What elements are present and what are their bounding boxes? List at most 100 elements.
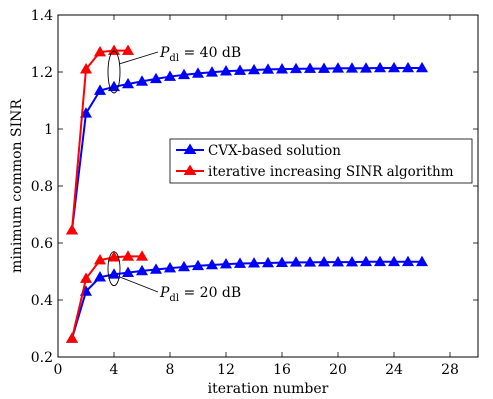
series-point: [345, 62, 359, 73]
x-tick-label: 16: [273, 362, 291, 378]
x-axis-label: iteration number: [208, 381, 329, 397]
series-point: [107, 80, 121, 92]
legend-iter-marker: [183, 164, 197, 175]
series-point: [79, 272, 93, 283]
series-point: [93, 271, 107, 282]
series-point: [331, 255, 345, 267]
series-point: [121, 44, 135, 55]
series-point: [303, 256, 317, 267]
x-tick-label: 24: [385, 362, 403, 378]
x-tick-label: 12: [217, 362, 235, 378]
y-tick-label: 0.2: [31, 350, 53, 366]
series-line: [71, 255, 142, 339]
series-point: [219, 65, 233, 76]
annotation-40db-value: = 40 dB: [179, 45, 241, 61]
series-point: [247, 257, 261, 268]
series-point: [149, 263, 163, 274]
x-tick-label: 8: [166, 362, 175, 378]
series-point: [93, 254, 107, 265]
annotation-40db-ellipse: [107, 50, 121, 94]
annotation-20db-leader: [118, 276, 159, 293]
series-point: [191, 259, 205, 271]
legend-box: [169, 138, 473, 184]
series-point: [303, 62, 317, 73]
series-point: [135, 250, 149, 261]
series-point: [415, 255, 429, 267]
legend-cvx-marker: [183, 143, 197, 154]
annotation-20db: Pdl = 20 dB: [159, 285, 241, 304]
series-point: [107, 268, 121, 279]
series-point: [65, 332, 79, 343]
series-point: [289, 256, 303, 267]
series-point: [261, 63, 275, 74]
y-tick-label: 1: [44, 122, 53, 138]
x-tick-label: 0: [54, 362, 63, 378]
series-point: [331, 62, 345, 73]
series-point: [177, 68, 191, 80]
x-tick-label: 28: [441, 362, 459, 378]
series-point: [191, 67, 205, 78]
annotation-20db-ellipse: [107, 251, 121, 287]
series-point: [135, 264, 149, 276]
legend-iter-label: iterative increasing SINR algorithm: [208, 164, 454, 180]
legend-cvx-label: CVX-based solution: [208, 143, 341, 159]
series-point: [247, 63, 261, 75]
series-point: [387, 255, 401, 267]
series-point: [149, 72, 163, 84]
series-point: [163, 261, 177, 273]
series-point: [219, 257, 233, 269]
series-point: [163, 70, 177, 81]
legend: CVX-based solution iterative increasing …: [169, 138, 473, 184]
series-point: [261, 256, 275, 268]
series-point: [233, 64, 247, 75]
series-point: [387, 61, 401, 73]
annotation-40db-symbol: P: [159, 45, 170, 61]
annotation-40db-subscript: dl: [169, 53, 179, 64]
series-point: [121, 266, 135, 277]
axis-ticks: 0 4 8 12 16 20 24 28 0.2 0.4 0.6 0.8 1 1.2 1.4: [31, 8, 478, 378]
annotation-layer: [107, 50, 159, 293]
series-point: [275, 63, 289, 74]
series-point: [359, 255, 373, 267]
series-point: [79, 63, 93, 74]
series-point: [93, 45, 107, 57]
series-point: [359, 62, 373, 73]
annotation-40db-leader: [118, 51, 159, 65]
y-tick-label: 0.6: [31, 236, 53, 252]
series-point: [401, 255, 415, 267]
annotation-20db-subscript: dl: [169, 293, 179, 304]
annotation-20db-value: = 20 dB: [179, 285, 241, 301]
series-point: [205, 258, 219, 270]
y-tick-label: 1.4: [31, 8, 53, 24]
y-tick-label: 0.4: [31, 293, 53, 309]
series-point: [107, 44, 121, 55]
series-point: [317, 62, 331, 73]
series-point: [289, 62, 303, 74]
series-point: [233, 257, 247, 268]
series-point: [275, 256, 289, 267]
series-point: [107, 251, 121, 262]
series-point: [93, 84, 107, 95]
series-point: [121, 250, 135, 261]
y-axis-label: minimum common SINR: [9, 99, 25, 273]
series-layer: [65, 44, 429, 343]
y-tick-label: 0.8: [31, 179, 53, 195]
series-point: [345, 255, 359, 267]
series-point: [373, 61, 387, 73]
annotation-20db-symbol: P: [159, 285, 170, 301]
series-point: [317, 255, 331, 267]
series-point: [205, 66, 219, 77]
series-point: [79, 107, 93, 118]
series-point: [401, 61, 415, 73]
series-point: [65, 224, 79, 235]
series-point: [373, 255, 387, 267]
series-point: [415, 61, 429, 73]
series-point: [177, 260, 191, 272]
x-tick-label: 20: [329, 362, 347, 378]
annotation-40db: Pdl = 40 dB: [159, 45, 241, 64]
x-tick-label: 4: [110, 362, 119, 378]
y-tick-label: 1.2: [31, 65, 53, 81]
series-point: [121, 77, 135, 89]
series-point: [135, 75, 149, 86]
